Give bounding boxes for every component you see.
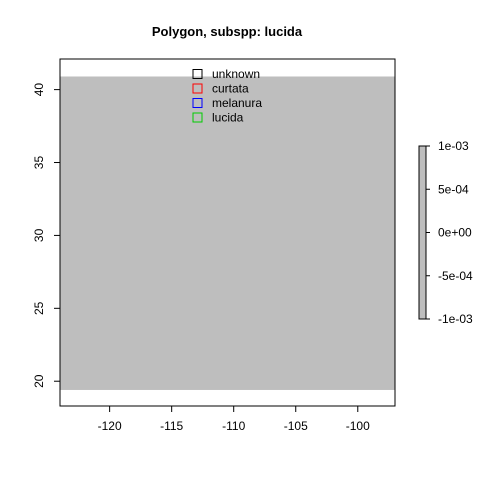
legend-key: [192, 69, 203, 79]
y-axis: 20 25 30 35 40: [32, 83, 60, 388]
y-tick-label: 30: [32, 228, 46, 242]
legend-key: [192, 83, 203, 94]
chart-title: Polygon, subspp: lucida: [152, 24, 303, 39]
y-tick-label: 35: [32, 156, 46, 170]
legend-key: [192, 98, 203, 108]
colorbar-label: 0e+00: [438, 226, 472, 240]
x-tick-label: -115: [160, 419, 183, 433]
x-tick-label: -110: [222, 419, 245, 433]
legend-label: curtata: [212, 82, 249, 96]
colorbar-label: 5e-04: [438, 182, 469, 196]
legend-key: [192, 112, 203, 123]
x-tick-label: -105: [284, 419, 308, 433]
legend-label: lucida: [212, 111, 244, 125]
legend-label: unknown: [212, 67, 260, 81]
colorbar: 1e-03 5e-04 0e+00 -5e-04 -1e-03: [418, 139, 473, 326]
plot-frame: [59, 58, 396, 407]
colorbar-label: 1e-03: [438, 139, 469, 153]
colorbar-label: -1e-03: [438, 312, 473, 326]
x-axis: -120 -115 -110 -105 -100: [98, 406, 370, 433]
x-tick-label: -120: [98, 419, 122, 433]
raster-fill: [60, 76, 395, 390]
colorbar-bar: [418, 145, 427, 320]
y-tick-label: 40: [32, 83, 46, 97]
y-tick-label: 25: [32, 301, 46, 315]
colorbar-label: -5e-04: [438, 269, 473, 283]
x-tick-label: -100: [346, 419, 370, 433]
legend-label: melanura: [212, 96, 262, 110]
y-tick-label: 20: [32, 374, 46, 388]
